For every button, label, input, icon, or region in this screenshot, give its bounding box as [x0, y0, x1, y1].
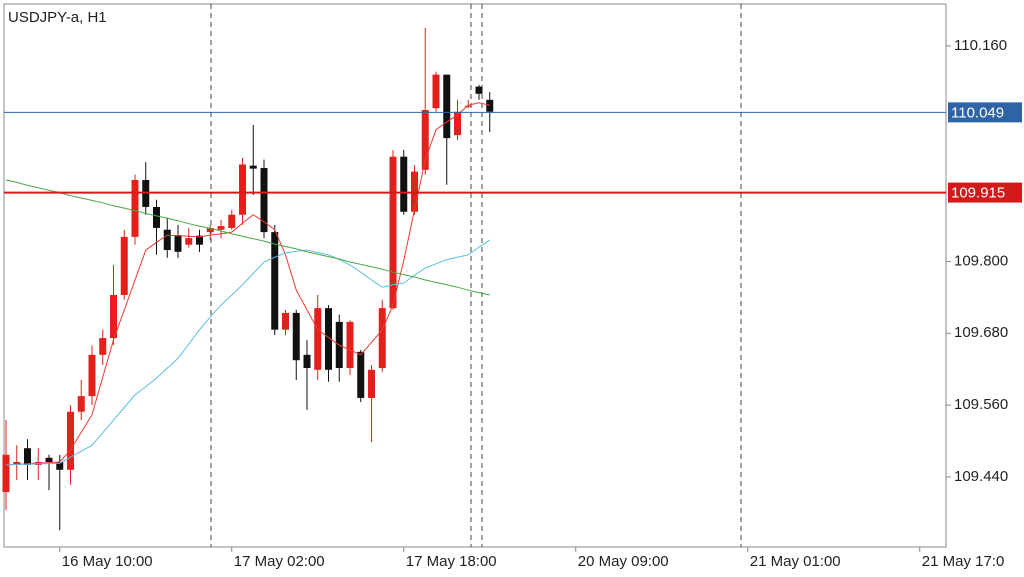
candle-body	[271, 232, 279, 330]
candle-body	[486, 99, 494, 112]
y-tick-label: 109.680	[954, 324, 1008, 341]
candle-body	[464, 105, 472, 107]
candle-body	[378, 308, 386, 368]
x-tick-label: 21 May 01:00	[750, 553, 841, 570]
candle-body	[228, 214, 236, 228]
candle-body	[24, 448, 31, 465]
plot-frame	[3, 3, 947, 548]
price-label: 109.915	[951, 185, 1005, 202]
x-tick-label: 17 May 18:00	[406, 553, 497, 570]
y-tick-label: 109.800	[954, 252, 1008, 269]
price-label-box	[948, 102, 1022, 123]
candle-body	[421, 109, 429, 170]
chart-title: USDJPY-a, H1	[8, 9, 107, 26]
price-label: 110.049	[951, 104, 1004, 121]
candle-body	[185, 238, 193, 245]
y-tick-label: 109.440	[954, 468, 1008, 485]
candle-body	[239, 164, 246, 215]
candle-body	[325, 308, 332, 370]
moving-average	[5, 179, 490, 296]
candle-body	[249, 165, 257, 169]
candle-body	[99, 338, 107, 355]
candle-body	[260, 168, 268, 233]
x-tick-label: 16 May 10:00	[62, 553, 153, 570]
candle-body	[196, 235, 203, 245]
candle-body	[45, 457, 53, 462]
candle-body	[314, 308, 322, 370]
x-tick-label: 20 May 09:00	[578, 553, 669, 570]
candle-body	[131, 180, 139, 237]
candle-body	[13, 461, 21, 465]
candle-body	[432, 74, 440, 109]
candle-body	[153, 206, 160, 228]
candle-body	[110, 294, 117, 339]
candle-body	[56, 461, 64, 470]
candle-body	[174, 235, 182, 252]
candle-body	[475, 86, 483, 94]
moving-average	[5, 102, 490, 466]
x-tick-label: 17 May 02:00	[234, 553, 325, 570]
y-tick-label: 109.560	[954, 396, 1008, 413]
y-tick-label: 110.160	[954, 37, 1007, 54]
candle-body	[67, 411, 74, 470]
candle-body	[454, 111, 461, 136]
candle-body	[217, 226, 225, 230]
moving-average	[5, 239, 491, 466]
candle-body	[88, 354, 96, 397]
x-tick-label: 21 May 17:0	[922, 553, 1005, 570]
candle-body	[368, 369, 375, 398]
candle-body	[163, 229, 171, 251]
candle-body	[206, 227, 214, 233]
candle-body	[346, 321, 354, 368]
candle-body	[2, 454, 10, 492]
candle-body	[357, 351, 365, 398]
candle-body	[282, 312, 289, 330]
candle-body	[303, 354, 311, 368]
candle-body	[389, 156, 397, 309]
price-label-box	[948, 182, 1022, 203]
candle-body	[77, 396, 85, 412]
candle-body	[120, 236, 128, 295]
candle-body	[292, 312, 300, 361]
candle-body	[400, 156, 408, 212]
candle-body	[443, 74, 451, 139]
